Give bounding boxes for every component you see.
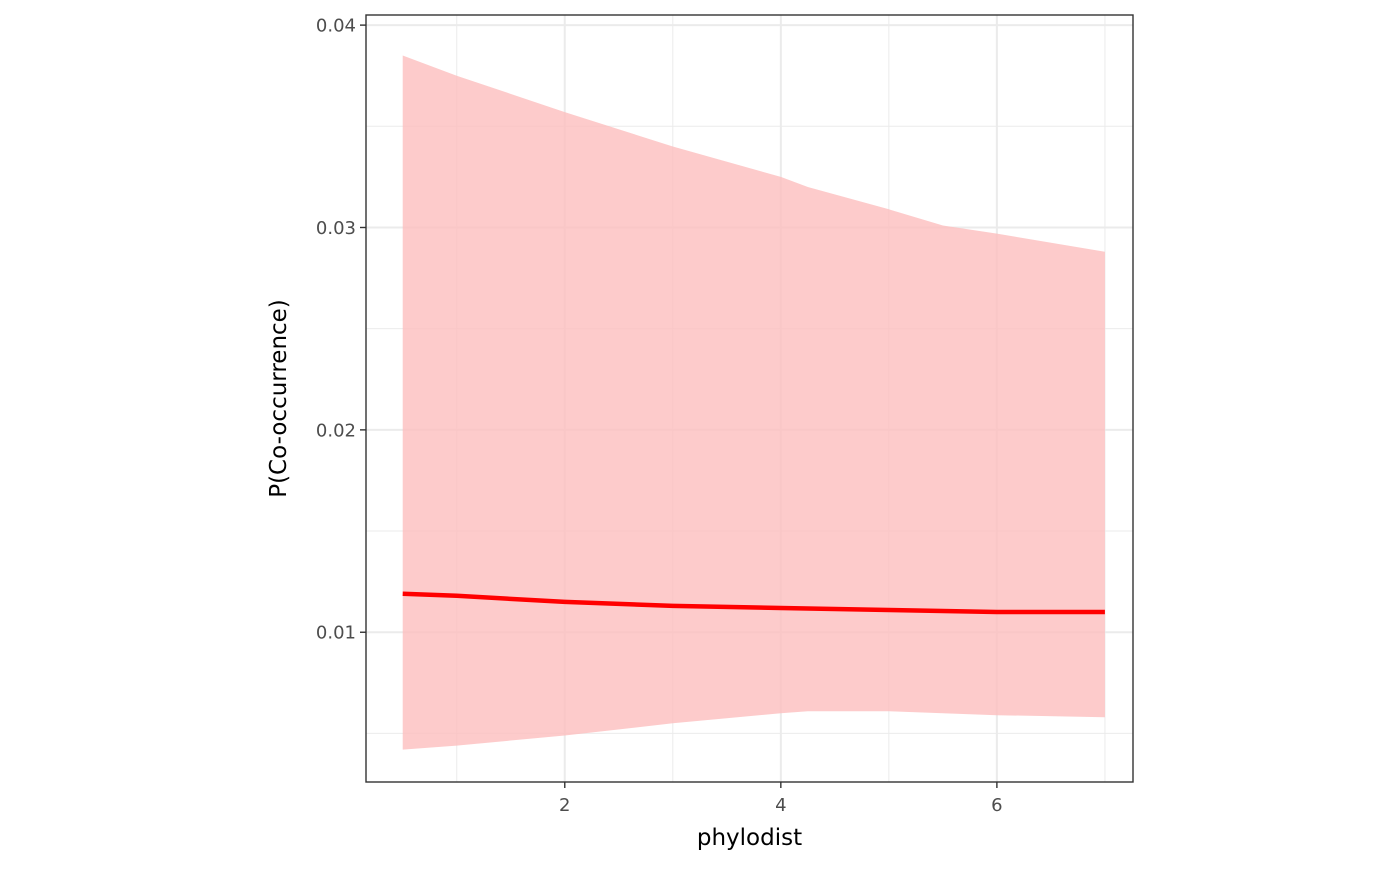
fitted-line-layer: [402, 591, 1105, 615]
y-tick-label: 0.04: [316, 16, 356, 37]
x-tick-label: 2: [559, 795, 570, 816]
confidence-band-layer: [402, 55, 1105, 750]
y-tick-label: 0.03: [316, 218, 356, 239]
x-tick-label: 4: [775, 795, 786, 816]
fitted-line: [402, 591, 1105, 615]
y-tick-label: 0.02: [316, 420, 356, 441]
x-axis-ticks: 2 4 6: [559, 782, 1003, 816]
x-tick-label: 6: [991, 795, 1002, 816]
y-axis-title: P(Co-occurrence): [266, 299, 292, 498]
panel-border: [365, 14, 1134, 783]
y-axis-ticks: 0.01 0.02 0.03 0.04: [316, 16, 366, 644]
y-tick-label: 0.01: [316, 623, 356, 644]
confidence-band: [402, 55, 1105, 750]
x-axis-title: phylodist: [697, 825, 802, 851]
